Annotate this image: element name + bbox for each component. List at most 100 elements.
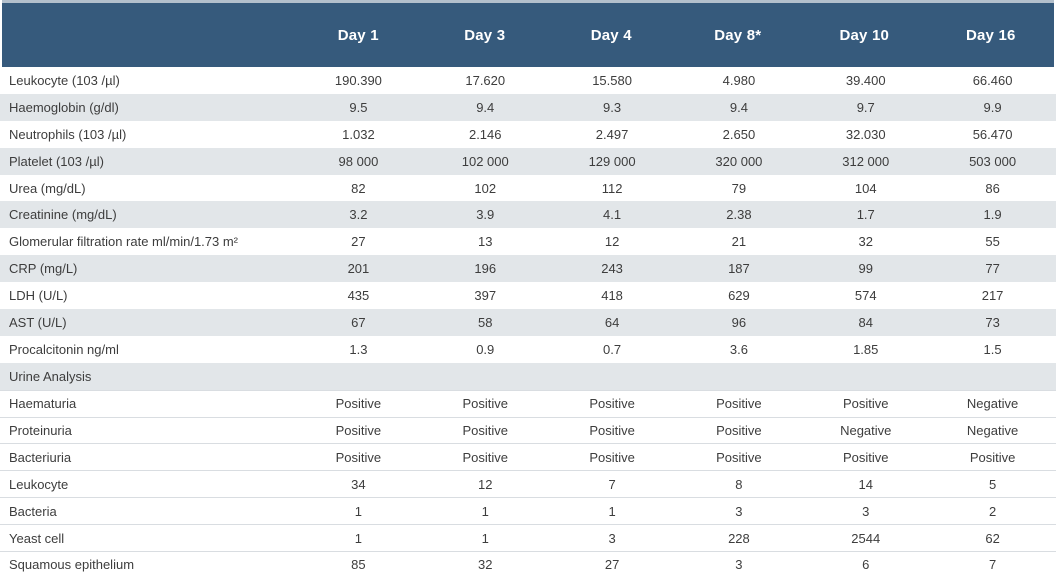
cell: 58 [478, 314, 493, 330]
row-label: Bacteria [9, 503, 57, 519]
cell: 3 [735, 503, 743, 519]
row-label: Haematuria [9, 396, 77, 412]
table-row: Yeast cell 1 1 3 228 2544 62 [0, 524, 1056, 552]
row-label: Procalcitonin ng/ml [9, 341, 119, 357]
cell: 9.9 [983, 99, 1002, 115]
cell: 34 [351, 476, 366, 492]
cell: Positive [589, 396, 635, 412]
table-row: Bacteriuria Positive Positive Positive Posit… [0, 443, 1056, 471]
row-label: Neutrophils (103 /µl) [9, 126, 127, 142]
cell: Positive [335, 423, 382, 439]
cell: 13 [478, 234, 493, 250]
cell: 15.580 [592, 72, 632, 88]
cell: 1.3 [349, 341, 368, 357]
cell: 228 [728, 530, 750, 546]
cell: 4.1 [603, 207, 622, 223]
cell: 1.85 [853, 341, 879, 357]
table-row: Haematuria Positive Positive Positive Positi… [0, 389, 1056, 417]
cell: Positive [462, 396, 508, 412]
cell: 112 [601, 180, 623, 196]
table-row: AST (U/L) 67 58 64 96 84 73 [0, 309, 1056, 336]
cell: 2.650 [722, 126, 756, 142]
cell: 3 [735, 557, 743, 573]
cell: 1.7 [856, 207, 875, 223]
table-row: CRP (mg/L) 201 196 243 187 99 77 [0, 255, 1056, 283]
cell: 64 [604, 314, 620, 330]
cell: 418 [601, 288, 623, 304]
cell: 96 [731, 314, 747, 330]
cell: 5 [988, 476, 997, 492]
cell: 55 [985, 234, 1000, 250]
cell: 1.5 [983, 341, 1002, 357]
row-label: Urea (mg/dL) [9, 180, 86, 196]
cell: Positive [969, 449, 1016, 465]
cell: 84 [858, 314, 873, 330]
cell: 1 [354, 530, 363, 546]
table-row: Glomerular filtration rate ml/min/1.73 m… [0, 228, 1056, 256]
cell: 17.620 [465, 72, 506, 88]
table-row: Squamous epithelium 85 32 27 3 6 7 [0, 551, 1056, 578]
cell: 190.390 [334, 72, 382, 88]
cell: 503 000 [969, 153, 1017, 169]
table-row: Urea (mg/dL) 82 102 112 79 104 86 [0, 174, 1056, 202]
cell: 243 [601, 261, 623, 277]
cell: 7 [608, 476, 616, 492]
cell: 4.980 [722, 72, 756, 88]
cell: Positive [462, 449, 508, 465]
column-header: Day 10 [839, 26, 890, 44]
cell: 82 [351, 180, 366, 196]
cell: 1.032 [342, 126, 375, 142]
table-row: Proteinuria Positive Positive Positive Posit… [0, 416, 1056, 444]
cell: 2.38 [726, 207, 752, 223]
cell: Positive [716, 423, 762, 439]
cell: 201 [347, 261, 370, 277]
table-row: Neutrophils (103 /µl) 1.032 2.146 2.497 2.65… [0, 120, 1056, 148]
cell: 32 [478, 557, 493, 573]
table-row: Bacteria 1 1 1 3 3 2 [0, 497, 1056, 525]
cell: 3.2 [349, 207, 368, 223]
cell: 1 [608, 503, 616, 519]
column-header: Day 16 [965, 26, 1016, 44]
cell: Positive [842, 449, 889, 465]
cell: 104 [854, 180, 877, 196]
table-row: Leukocyte (103 /µl) 190.390 17.620 15.580 4.… [0, 67, 1056, 94]
cell: 7 [988, 557, 997, 573]
cell: 435 [347, 288, 370, 304]
cell: 8 [735, 476, 743, 492]
column-header: Day 3 [464, 26, 506, 44]
table-row: Leukocyte 34 12 7 8 14 5 [0, 470, 1056, 498]
cell: 73 [985, 314, 1000, 330]
cell: Positive [716, 449, 762, 465]
cell: 9.4 [476, 99, 495, 115]
cell: 9.5 [349, 99, 368, 115]
cell: 574 [854, 288, 877, 304]
cell: 66.460 [972, 72, 1013, 88]
table-row: Platelet (103 /µl) 98 000 102 000 129 000 32… [0, 147, 1056, 175]
column-header: Day 8* [714, 26, 762, 44]
cell: Positive [462, 423, 508, 439]
cell: 2544 [851, 530, 881, 546]
cell: Positive [589, 449, 635, 465]
cell: Negative [966, 396, 1019, 412]
cell: 98 000 [338, 153, 379, 169]
row-label: Platelet (103 /µl) [9, 153, 104, 169]
table-body: Leukocyte (103 /µl) 190.390 17.620 15.580 4.… [0, 67, 1056, 578]
row-label: Leukocyte [9, 476, 69, 492]
cell: 1 [354, 503, 363, 519]
cell: 0.7 [603, 341, 622, 357]
cell: 2.146 [468, 126, 502, 142]
cell: Positive [716, 396, 762, 412]
cell: 217 [981, 288, 1004, 304]
row-label: Bacteriuria [9, 449, 72, 465]
cell: 12 [478, 476, 493, 492]
cell: Positive [335, 396, 382, 412]
cell: 9.7 [856, 99, 875, 115]
cell: 14 [858, 476, 873, 492]
cell: 129 000 [588, 153, 636, 169]
cell: 3.9 [476, 207, 495, 223]
cell: 85 [351, 557, 366, 573]
row-label: LDH (U/L) [9, 288, 68, 304]
table-row: LDH (U/L) 435 397 418 629 574 217 [0, 282, 1056, 310]
cell: 67 [351, 314, 366, 330]
